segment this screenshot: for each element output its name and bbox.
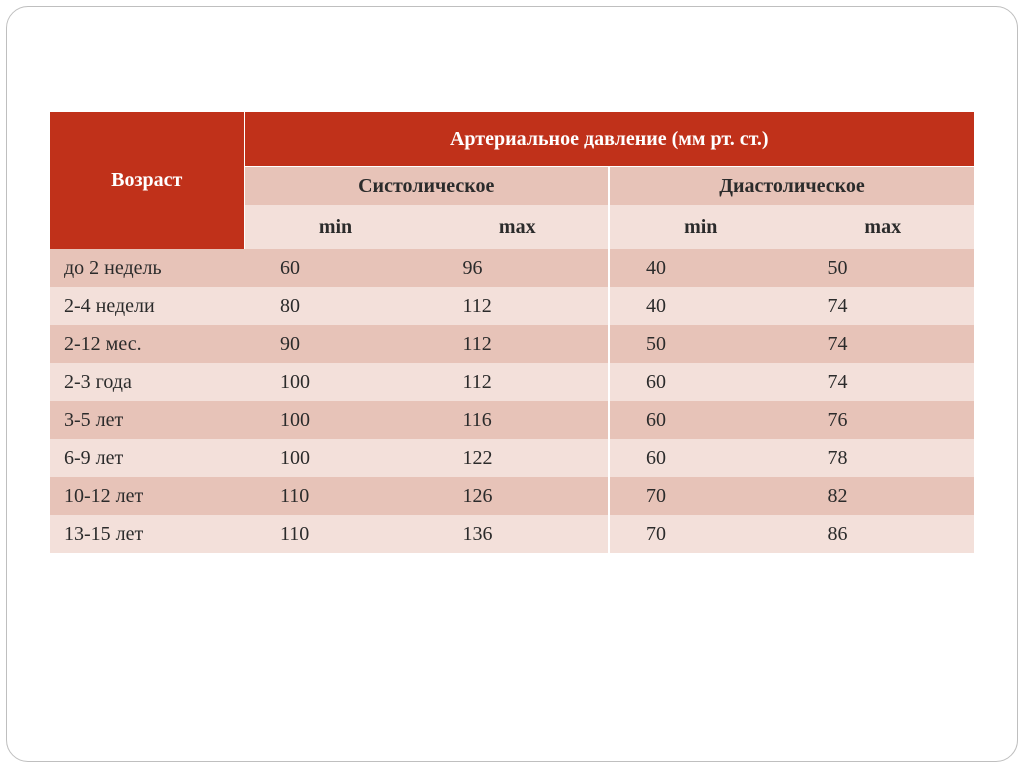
cell-sys-min: 100 [244, 439, 426, 477]
cell-dia-min: 40 [609, 287, 791, 325]
cell-sys-min: 110 [244, 477, 426, 515]
cell-sys-max: 136 [427, 515, 609, 553]
cell-dia-max: 82 [791, 477, 974, 515]
cell-sys-min: 80 [244, 287, 426, 325]
cell-dia-max: 78 [791, 439, 974, 477]
cell-sys-min: 90 [244, 325, 426, 363]
bp-table-body: до 2 недель 60 96 40 50 2-4 недели 80 11… [50, 249, 974, 553]
table-row: 6-9 лет 100 122 60 78 [50, 439, 974, 477]
cell-dia-min: 60 [609, 401, 791, 439]
table-row: 3-5 лет 100 116 60 76 [50, 401, 974, 439]
cell-age: 6-9 лет [50, 439, 244, 477]
col-header-diastolic: Диастолическое [609, 167, 974, 206]
cell-dia-max: 76 [791, 401, 974, 439]
cell-dia-max: 74 [791, 363, 974, 401]
cell-sys-min: 100 [244, 363, 426, 401]
cell-age: 2-3 года [50, 363, 244, 401]
cell-sys-max: 112 [427, 287, 609, 325]
cell-dia-max: 86 [791, 515, 974, 553]
cell-sys-max: 126 [427, 477, 609, 515]
cell-age: 2-12 мес. [50, 325, 244, 363]
table-row: 10-12 лет 110 126 70 82 [50, 477, 974, 515]
cell-dia-min: 70 [609, 515, 791, 553]
cell-sys-max: 96 [427, 249, 609, 287]
cell-age: до 2 недель [50, 249, 244, 287]
cell-age: 10-12 лет [50, 477, 244, 515]
cell-sys-min: 100 [244, 401, 426, 439]
col-header-sys-max: max [427, 205, 609, 249]
cell-sys-max: 116 [427, 401, 609, 439]
cell-dia-min: 60 [609, 363, 791, 401]
cell-dia-min: 40 [609, 249, 791, 287]
table-row: 2-12 мес. 90 112 50 74 [50, 325, 974, 363]
table-row: 13-15 лет 110 136 70 86 [50, 515, 974, 553]
col-header-dia-max: max [791, 205, 974, 249]
cell-dia-min: 50 [609, 325, 791, 363]
cell-age: 2-4 недели [50, 287, 244, 325]
cell-dia-max: 50 [791, 249, 974, 287]
bp-table: Возраст Артериальное давление (мм рт. ст… [50, 112, 974, 553]
col-header-sys-min: min [244, 205, 426, 249]
cell-age: 3-5 лет [50, 401, 244, 439]
cell-sys-max: 122 [427, 439, 609, 477]
cell-dia-min: 70 [609, 477, 791, 515]
table-row: до 2 недель 60 96 40 50 [50, 249, 974, 287]
col-header-systolic: Систолическое [244, 167, 609, 206]
cell-sys-max: 112 [427, 325, 609, 363]
bp-table-container: Возраст Артериальное давление (мм рт. ст… [50, 112, 974, 553]
cell-dia-min: 60 [609, 439, 791, 477]
col-header-age: Возраст [50, 112, 244, 249]
cell-age: 13-15 лет [50, 515, 244, 553]
table-row: 2-4 недели 80 112 40 74 [50, 287, 974, 325]
cell-sys-max: 112 [427, 363, 609, 401]
col-header-dia-min: min [609, 205, 791, 249]
cell-sys-min: 110 [244, 515, 426, 553]
cell-sys-min: 60 [244, 249, 426, 287]
cell-dia-max: 74 [791, 325, 974, 363]
cell-dia-max: 74 [791, 287, 974, 325]
col-header-pressure: Артериальное давление (мм рт. ст.) [244, 112, 974, 167]
table-row: 2-3 года 100 112 60 74 [50, 363, 974, 401]
